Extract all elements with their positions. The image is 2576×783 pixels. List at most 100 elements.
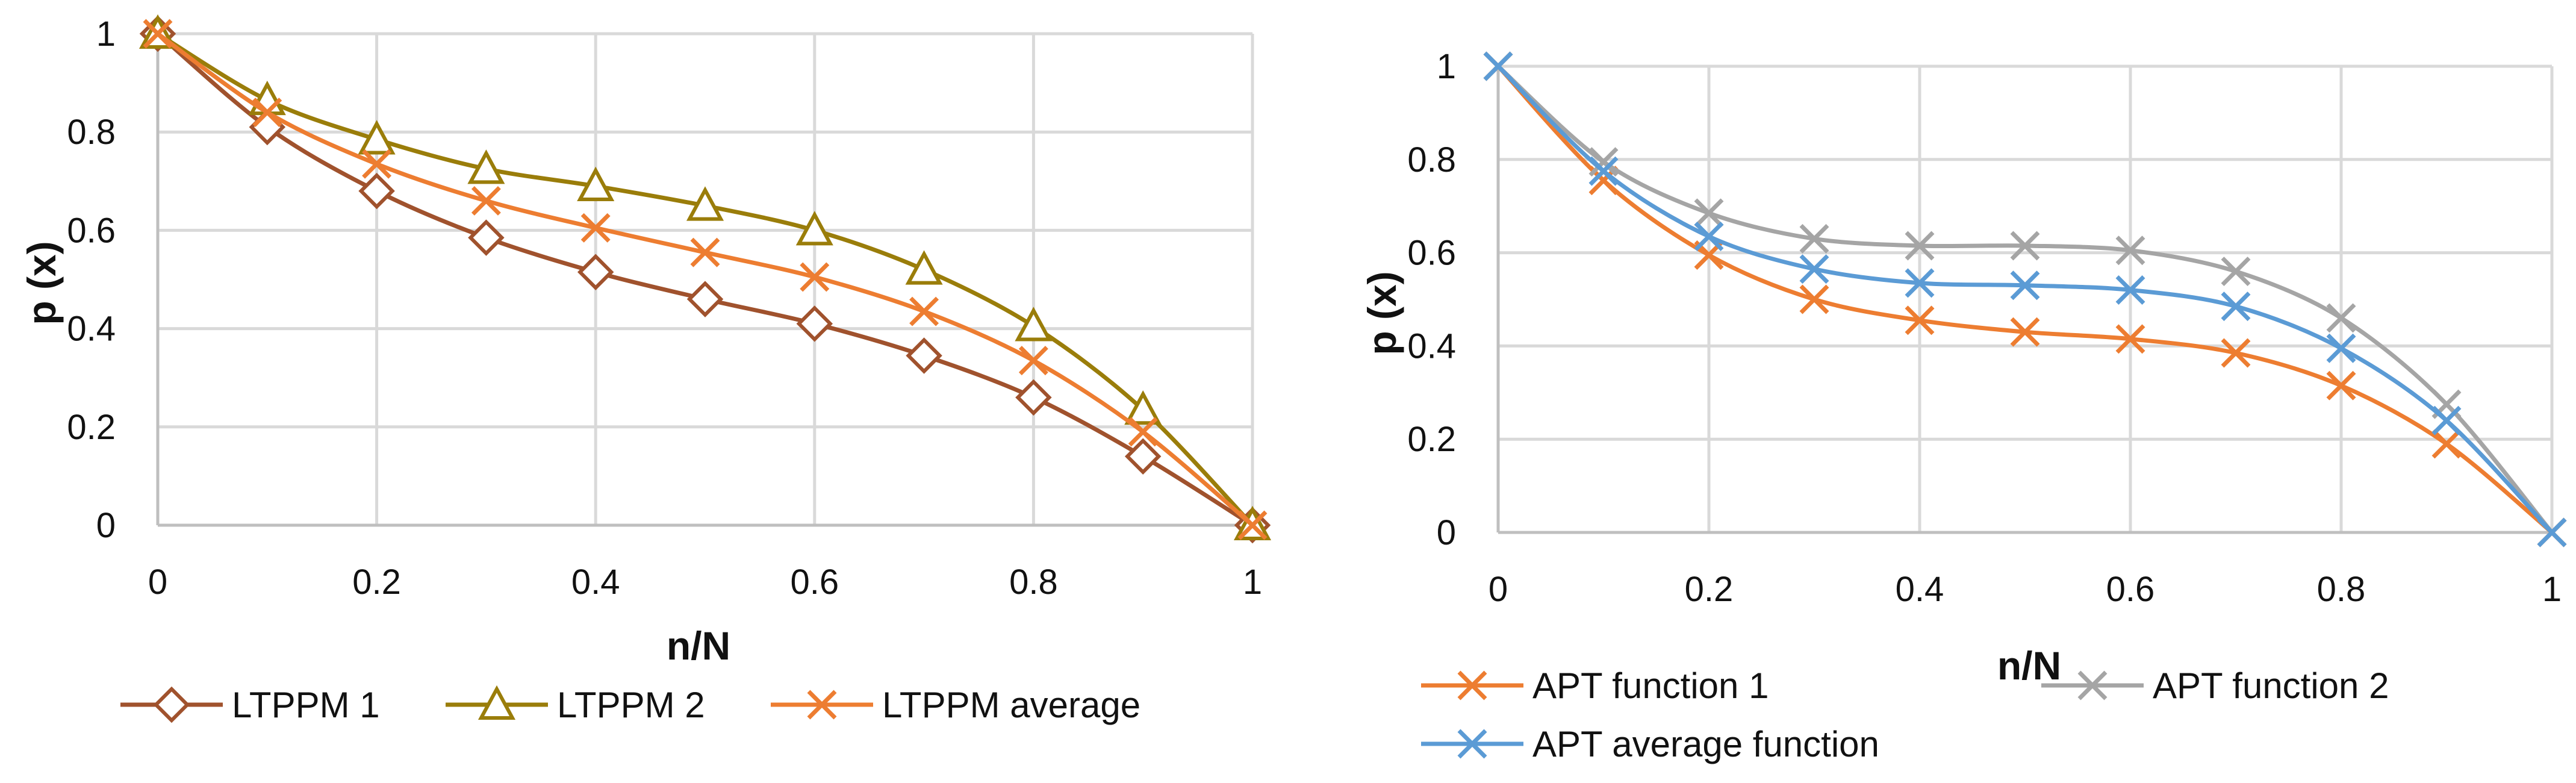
series-line-ltppm-2 [157, 32, 1254, 527]
data-point-apt-function-2 [1588, 147, 1619, 177]
data-point-apt-function-2 [1799, 223, 1829, 254]
data-point-ltppm-2 [905, 250, 943, 285]
series-line-apt-average-function [1496, 64, 2554, 534]
apt-y-tick-label: 0 [1437, 513, 1456, 552]
data-point-ltppm-average [143, 19, 173, 49]
chart-apt: 0 0.2 0.4 0.6 0.8 1 0 0.2 0.4 0.6 0.8 1 n/N p (x) A… [1360, 47, 2567, 764]
data-point-ltppm-average [362, 149, 392, 179]
series-apt-function-2 [1483, 51, 2567, 547]
ltppm-y-tick-label: 0 [96, 506, 116, 545]
data-point-ltppm-average [1018, 346, 1048, 376]
legend-label-ltppm-1: LTPPM 1 [232, 685, 380, 725]
legend-label-ltppm-2: LTPPM 2 [557, 685, 705, 725]
legend-item-ltppm-2: LTPPM 2 [446, 685, 705, 725]
data-point-ltppm-2 [358, 120, 396, 155]
apt-x-tick-label: 0.4 [1896, 570, 1944, 609]
legend-item-ltppm-1: LTPPM 1 [120, 685, 380, 725]
apt-legend: APT function 1 APT function 2 APT averag… [1421, 666, 2389, 764]
apt-x-tick-label: 0.6 [2106, 570, 2155, 609]
ltppm-y-tick-label: 1 [96, 14, 116, 54]
data-point-ltppm-1 [906, 337, 942, 374]
apt-series-layer [1483, 51, 2567, 547]
data-point-ltppm-2 [577, 166, 615, 201]
data-point-ltppm-average [909, 296, 939, 326]
legend-item-apt-average-function: APT average function [1421, 724, 1879, 764]
legend-label-apt-function-1: APT function 1 [1532, 666, 1769, 706]
series-apt-average-function [1483, 51, 2567, 547]
data-point-apt-function-1 [2326, 370, 2356, 401]
data-point-apt-function-2 [2221, 257, 2251, 287]
data-point-apt-function-1 [2431, 429, 2462, 459]
data-point-ltppm-1 [577, 254, 614, 291]
data-point-ltppm-average [252, 98, 282, 128]
data-point-apt-average-function [1588, 156, 1619, 186]
data-point-apt-average-function [1694, 222, 1724, 251]
apt-x-axis-title: n/N [1997, 643, 2061, 688]
data-point-apt-average-function [2115, 275, 2145, 305]
apt-y-tick-label: 0.8 [1407, 140, 1456, 179]
apt-x-tick-label: 0.2 [1685, 570, 1734, 609]
apt-x-tick-label: 1 [2542, 570, 2562, 609]
data-point-ltppm-average [1128, 417, 1158, 447]
ltppm-x-axis-title: n/N [667, 623, 730, 668]
apt-y-tick-label: 0.6 [1407, 234, 1456, 273]
data-point-apt-function-2 [2010, 231, 2040, 261]
ltppm-y-axis-title: p (x) [19, 241, 64, 325]
legend-label-ltppm-average: LTPPM average [882, 685, 1140, 725]
data-point-apt-average-function [1799, 254, 1829, 284]
data-point-ltppm-2 [1015, 307, 1053, 342]
legend-label-apt-average-function: APT average function [1532, 724, 1879, 764]
legend-marker-apt-function-2 [2077, 670, 2108, 700]
data-point-ltppm-1 [1015, 379, 1052, 416]
legend-item-apt-function-2: APT function 2 [2041, 666, 2389, 706]
data-point-ltppm-2 [467, 149, 505, 184]
ltppm-series-layer [138, 14, 1272, 544]
chart-ltppm: 0 0.2 0.4 0.6 0.8 1 0 0.2 0.4 0.6 0.8 1 n/N p (x) L… [19, 14, 1272, 725]
series-apt-function-1 [1483, 51, 2567, 547]
ltppm-x-tick-label: 0.2 [352, 563, 401, 602]
legend-marker-apt-function-1 [1457, 670, 1487, 700]
apt-gridlines: 0 0.2 0.4 0.6 0.8 1 0 0.2 0.4 0.6 0.8 1 [1407, 47, 2562, 609]
data-point-apt-function-1 [1799, 284, 1829, 314]
apt-y-axis-title: p (x) [1360, 271, 1404, 355]
series-line-apt-function-2 [1496, 64, 2554, 534]
data-point-ltppm-average [580, 213, 611, 243]
legend-marker-apt-average-function [1457, 729, 1487, 759]
data-point-ltppm-1 [1124, 438, 1162, 475]
legend-item-ltppm-average: LTPPM average [771, 685, 1140, 725]
data-point-apt-function-2 [2115, 236, 2145, 266]
ltppm-x-tick-label: 0.4 [571, 563, 620, 602]
ltppm-x-tick-label: 0.8 [1009, 563, 1058, 602]
ltppm-y-tick-label: 0.6 [67, 211, 116, 250]
data-point-ltppm-1 [249, 108, 286, 146]
data-point-apt-average-function [2537, 517, 2567, 547]
data-point-apt-function-1 [1905, 305, 1935, 335]
legend-marker-ltppm-2 [478, 685, 516, 720]
apt-y-tick-label: 0.2 [1407, 420, 1456, 459]
ltppm-legend: LTPPM 1 LTPPM 2 LTPPM average [120, 685, 1140, 725]
data-point-ltppm-2 [686, 186, 724, 221]
data-point-apt-function-1 [2115, 324, 2145, 354]
data-point-ltppm-1 [358, 172, 395, 210]
series-ltppm-average [143, 19, 1268, 540]
apt-y-tick-label: 0.4 [1407, 326, 1456, 366]
ltppm-x-tick-label: 0.6 [790, 563, 839, 602]
legend-marker-ltppm-1 [153, 686, 190, 723]
ltppm-x-tick-label: 0 [148, 563, 167, 602]
ltppm-x-tick-label: 1 [1243, 563, 1262, 602]
apt-x-tick-label: 0.8 [2317, 570, 2366, 609]
legend-item-apt-function-1: APT function 1 [1421, 666, 1769, 706]
series-ltppm-1 [139, 15, 1271, 544]
series-line-ltppm-1 [156, 32, 1254, 527]
series-ltppm-2 [138, 14, 1272, 540]
data-point-apt-average-function [1905, 268, 1935, 298]
data-point-ltppm-2 [795, 211, 833, 246]
data-point-ltppm-average [800, 262, 830, 292]
data-point-ltppm-average [471, 186, 501, 216]
data-point-apt-average-function [1483, 51, 1513, 81]
data-point-apt-average-function [2431, 405, 2462, 435]
legend-marker-ltppm-average [807, 690, 837, 720]
ltppm-y-tick-label: 0.4 [67, 310, 116, 349]
ltppm-gridlines: 0 0.2 0.4 0.6 0.8 1 0 0.2 0.4 0.6 0.8 1 [67, 14, 1262, 602]
